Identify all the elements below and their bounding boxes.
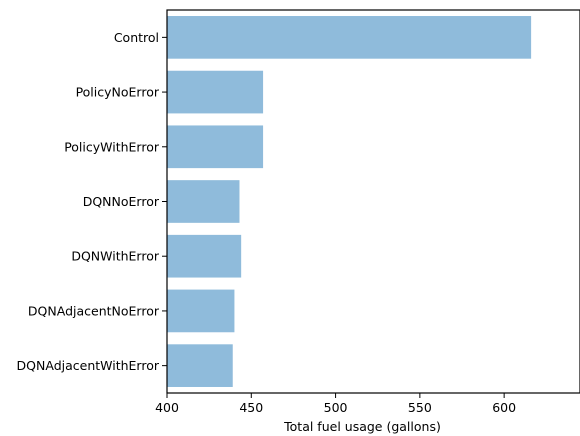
x-tick-label-450: 450 — [239, 400, 263, 415]
x-ticks: 400 450 500 550 600 — [155, 393, 516, 415]
x-axis-label: Total fuel usage (gallons) — [283, 419, 441, 434]
plot-frame — [166, 9, 580, 394]
x-tick-label-550: 550 — [408, 400, 432, 415]
bar-PolicyNoError — [167, 70, 264, 114]
bar-PolicyWithError — [167, 125, 264, 169]
bar-DQNAdjacentWithError — [167, 344, 233, 387]
x-tick-label-500: 500 — [324, 400, 348, 415]
category-label-DQNAdjacentWithError: DQNAdjacentWithError — [17, 358, 160, 373]
category-label-PolicyWithError: PolicyWithError — [64, 139, 160, 154]
bar-DQNWithError — [167, 234, 242, 278]
category-label-DQNNoError: DQNNoError — [83, 194, 160, 209]
category-label-DQNAdjacentNoError: DQNAdjacentNoError — [28, 303, 160, 318]
bar-DQNNoError — [167, 180, 240, 223]
bar-Control — [167, 16, 532, 59]
category-label-PolicyNoError: PolicyNoError — [76, 85, 160, 100]
bars-group — [167, 16, 532, 387]
category-label-Control: Control — [114, 30, 159, 45]
x-tick-label-400: 400 — [155, 400, 179, 415]
bar-DQNAdjacentNoError — [167, 289, 235, 333]
category-labels: Control PolicyNoError PolicyWithError DQNNo… — [17, 30, 167, 373]
category-label-DQNWithError: DQNWithError — [71, 249, 160, 264]
x-tick-label-600: 600 — [492, 400, 516, 415]
